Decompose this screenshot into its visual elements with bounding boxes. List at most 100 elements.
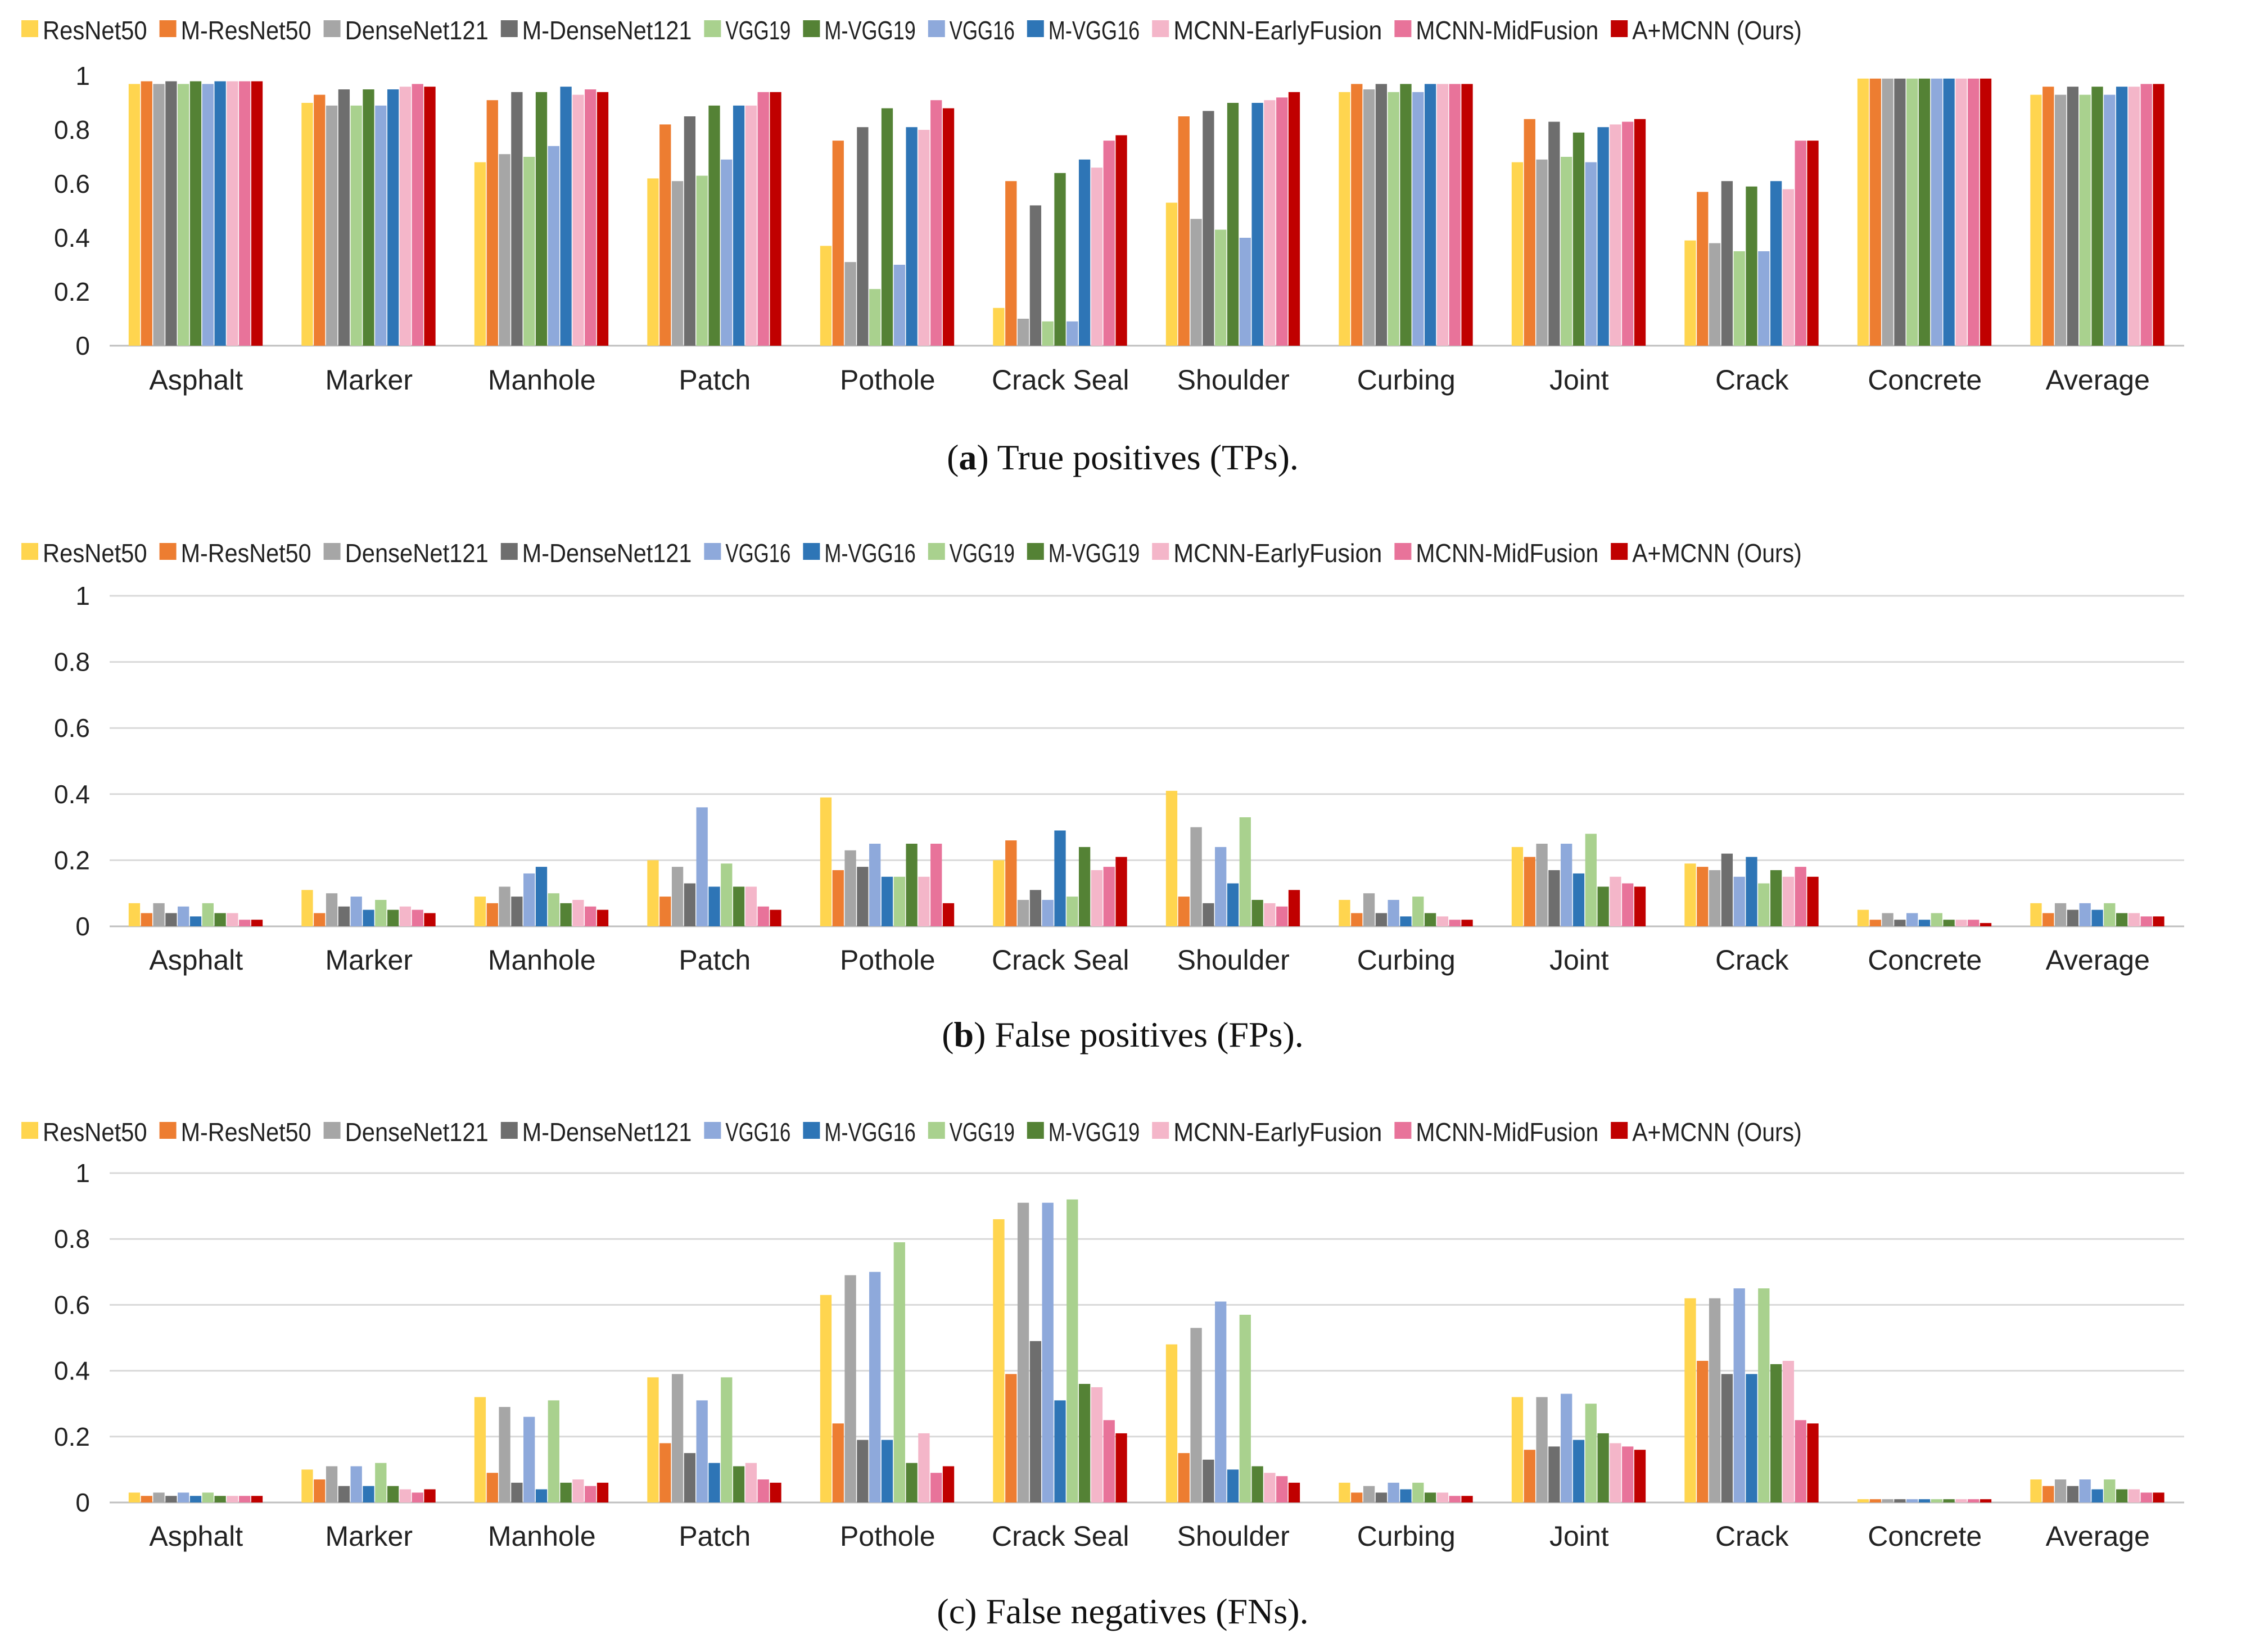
- y-tick-label: 0: [75, 1488, 90, 1517]
- caption-paren-close: ): [977, 437, 988, 477]
- bar-m-vgg19-shoulder: [1251, 899, 1263, 926]
- bar-m-resnet50-average: [2042, 87, 2054, 346]
- y-tick-label: 0.4: [54, 1356, 90, 1386]
- bar-m-vgg19-marker: [387, 1486, 399, 1502]
- caption: (b) False positives (FPs).: [942, 1015, 1304, 1054]
- bar-mcnn-earlyfusion-asphalt: [227, 913, 238, 926]
- legend-swatch: [1394, 543, 1412, 560]
- bar-m-resnet50-concrete: [1869, 1499, 1881, 1502]
- bar-m-resnet50-average: [2042, 913, 2054, 926]
- bar-vgg16-crack: [1733, 1288, 1745, 1502]
- bar-resnet50-manhole: [474, 1397, 486, 1502]
- x-tick-label: Marker: [325, 364, 413, 396]
- bar-m-resnet50-patch: [659, 897, 671, 926]
- bar-m-vgg19-shoulder: [1251, 1466, 1263, 1502]
- legend-label: M-VGG19: [1049, 538, 1140, 568]
- bar-mcnn-midfusion-curbing: [1449, 920, 1461, 926]
- bar-a-mcnn-ours-marker: [424, 913, 436, 926]
- bar-vgg16-average: [2079, 1479, 2091, 1502]
- bar-mcnn-earlyfusion-shoulder: [1264, 1473, 1276, 1502]
- bar-m-densenet121-joint: [1548, 121, 1560, 346]
- bar-m-vgg16-crack-seal: [1054, 830, 1066, 926]
- bar-m-densenet121-concrete: [1894, 920, 1906, 926]
- bar-m-vgg19-patch: [708, 105, 720, 346]
- legend-item-densenet121: DenseNet121: [323, 538, 489, 568]
- bar-m-vgg19-manhole: [560, 903, 572, 926]
- x-tick-label: Joint: [1549, 1520, 1609, 1552]
- bar-m-vgg19-concrete: [1943, 1499, 1955, 1502]
- x-tick-label: Crack: [1715, 1520, 1789, 1552]
- bar-vgg19-marker: [375, 1463, 387, 1502]
- bar-mcnn-earlyfusion-crack: [1782, 876, 1795, 926]
- bar-densenet121-concrete: [1882, 1499, 1893, 1502]
- bar-m-vgg16-patch: [708, 886, 720, 926]
- bar-mcnn-earlyfusion-patch: [745, 886, 757, 926]
- bar-vgg19-shoulder: [1239, 817, 1251, 926]
- bar-group-crack: [1684, 1288, 1819, 1502]
- bar-group-patch: [647, 92, 781, 346]
- bar-m-vgg19-pothole: [906, 1463, 918, 1502]
- bar-a-mcnn-ours-crack-seal: [1115, 135, 1127, 346]
- legend-item-mcnn-earlyfusion: MCNN-EarlyFusion: [1152, 1117, 1382, 1147]
- bar-resnet50-marker: [301, 890, 313, 926]
- bar-a-mcnn-ours-pothole: [942, 108, 955, 346]
- bar-m-resnet50-patch: [659, 1443, 671, 1502]
- bar-m-densenet121-patch: [684, 1453, 696, 1502]
- bar-a-mcnn-ours-asphalt: [251, 81, 263, 346]
- bar-m-resnet50-crack: [1697, 1361, 1709, 1502]
- bar-m-vgg19-joint: [1597, 886, 1609, 926]
- bar-mcnn-earlyfusion-joint: [1610, 876, 1621, 926]
- bar-resnet50-patch: [647, 1377, 659, 1502]
- bar-m-vgg19-crack-seal: [1078, 1384, 1091, 1502]
- bar-m-densenet121-pothole: [857, 867, 869, 926]
- y-tick-label: 0.6: [54, 713, 90, 743]
- x-tick-label: Asphalt: [149, 364, 243, 396]
- bar-mcnn-earlyfusion-marker: [399, 1489, 412, 1502]
- bar-a-mcnn-ours-average: [2153, 1492, 2164, 1502]
- bar-m-densenet121-average: [2067, 87, 2079, 346]
- bar-m-vgg16-crack: [1746, 1374, 1757, 1502]
- bar-m-densenet121-crack-seal: [1029, 890, 1042, 926]
- bar-m-densenet121-asphalt: [165, 81, 177, 346]
- bar-vgg16-average: [2104, 94, 2116, 346]
- bar-resnet50-concrete: [1857, 78, 1869, 346]
- legend-item-densenet121: DenseNet121: [323, 16, 489, 45]
- legend-swatch: [1394, 20, 1412, 37]
- bar-m-vgg16-average: [2091, 909, 2103, 926]
- bar-vgg19-crack: [1733, 251, 1745, 346]
- bar-vgg19-curbing: [1412, 897, 1424, 926]
- bar-mcnn-midfusion-pothole: [930, 100, 942, 346]
- legend-item-m-vgg16: M-VGG16: [1027, 16, 1140, 45]
- bar-resnet50-manhole: [474, 162, 486, 346]
- bar-a-mcnn-ours-marker: [424, 1489, 436, 1502]
- bar-group-marker: [301, 1463, 436, 1502]
- bar-a-mcnn-ours-curbing: [1461, 920, 1473, 926]
- bar-vgg16-crack-seal: [1042, 1202, 1054, 1502]
- bar-vgg19-marker: [350, 105, 362, 346]
- x-tick-label: Crack: [1715, 944, 1789, 976]
- bar-vgg16-crack: [1758, 251, 1770, 346]
- bar-vgg16-joint: [1561, 1393, 1572, 1502]
- bar-vgg19-asphalt: [202, 1492, 214, 1502]
- bar-m-resnet50-crack: [1697, 192, 1709, 346]
- legend-label: M-ResNet50: [181, 16, 311, 45]
- bar-a-mcnn-ours-shoulder: [1288, 92, 1300, 346]
- caption: (a) True positives (TPs).: [947, 437, 1299, 477]
- bar-resnet50-crack: [1684, 1298, 1696, 1502]
- bar-m-vgg19-curbing: [1424, 913, 1436, 926]
- bar-group-concrete: [1857, 1499, 1992, 1502]
- bar-a-mcnn-ours-asphalt: [251, 1496, 263, 1502]
- legend-label: VGG19: [950, 1117, 1015, 1147]
- legend-label: M-VGG16: [1049, 16, 1140, 45]
- bar-vgg19-patch: [721, 863, 733, 926]
- bar-m-resnet50-asphalt: [141, 1496, 152, 1502]
- bar-m-vgg19-crack: [1770, 870, 1782, 926]
- legend-swatch: [928, 543, 945, 560]
- y-tick-label: 1: [75, 581, 90, 610]
- bar-group-patch: [647, 1374, 781, 1502]
- legend-swatch: [159, 1122, 177, 1139]
- bar-a-mcnn-ours-crack: [1807, 1423, 1819, 1502]
- bar-mcnn-earlyfusion-pothole: [918, 1433, 930, 1502]
- x-tick-label: Shoulder: [1177, 364, 1290, 396]
